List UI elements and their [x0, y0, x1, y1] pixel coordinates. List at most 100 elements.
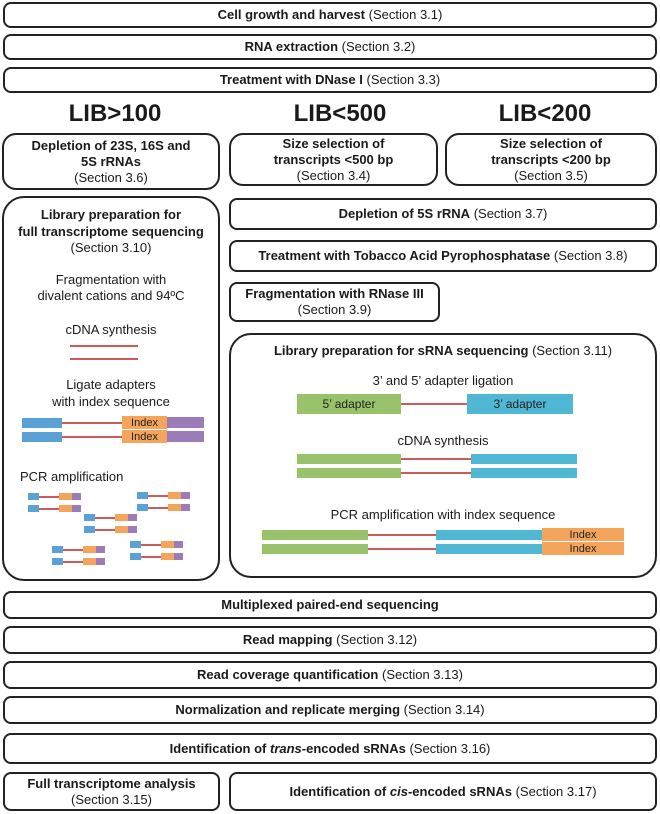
adapter-ligation-label: 3’ and 5’ adapter ligation: [372, 373, 514, 388]
srna-cdna-synthesis-label: cDNA synthesis: [397, 433, 489, 448]
adapter-3-segment: [436, 530, 542, 540]
amplicon-insert: [95, 529, 115, 531]
adapter-5-segment: [297, 454, 401, 464]
section-ref: (Section 3.12): [336, 632, 418, 647]
ligate-adapters-label-line2: with index sequence: [52, 394, 170, 409]
adapter-3-segment: [436, 544, 542, 554]
step-cell-growth: Cell growth and harvest (Section 3.1): [3, 2, 657, 28]
adapter-segment: [167, 417, 204, 428]
amplicon-adapter: [174, 541, 183, 548]
section-ref: (Section 3.7): [473, 206, 548, 221]
adapter-5-segment: [297, 468, 401, 478]
step-title: Treatment with DNase I: [219, 72, 363, 87]
libprep-srna-title-text: Library preparation for sRNA sequencing: [273, 343, 529, 358]
lib-100-heading: LIB>100: [68, 100, 162, 127]
cdna-synthesis-label: cDNA synthesis: [65, 322, 157, 337]
adapter-3-segment: [471, 468, 577, 478]
amplicon-index: [161, 553, 174, 560]
section-ref: (Section 3.3): [366, 72, 441, 87]
pcr-amplification-label: PCR amplification: [20, 469, 124, 484]
section-ref: (Section 3.14): [403, 702, 485, 717]
section-ref: (Section 3.17): [515, 783, 597, 799]
section-ref: (Section 3.1): [368, 7, 443, 22]
step-title-line2: 5S rRNAs: [81, 153, 141, 169]
amplicon-insert: [39, 508, 59, 510]
adapter-segment: [167, 431, 204, 442]
section-ref: (Section 3.6): [74, 169, 148, 185]
step-title: Depletion of 5S rRNA: [338, 206, 471, 221]
step-trans-srnas: Identification of trans-encoded sRNAs (S…: [3, 733, 657, 764]
lib-500-heading: LIB<500: [293, 100, 387, 127]
adapter-3-segment: [471, 454, 577, 464]
amplicon-index: [83, 558, 96, 565]
adapter-3-segment: 3’ adapter: [467, 394, 573, 414]
cdna-strand: [70, 358, 138, 360]
amplicon-index: [168, 492, 181, 499]
srna-pcr-label: PCR amplification with index sequence: [330, 507, 556, 522]
section-ref: (Section 3.16): [409, 740, 491, 756]
fragmentation-label-line2: divalent cations and 94ºC: [37, 288, 185, 303]
step-rnase-iii: Fragmentation with RNase III (Section 3.…: [229, 282, 440, 322]
amplicon-index: [115, 526, 128, 533]
step-title-line1: Size selection of: [282, 135, 385, 151]
adapter-segment: [22, 432, 62, 442]
amplicon-adapter: [52, 546, 63, 553]
step-title: Cell growth and harvest: [217, 7, 366, 22]
amplicon-adapter: [174, 553, 183, 560]
amplicon-adapter: [84, 514, 95, 521]
amplicon-adapter: [72, 493, 81, 500]
step-read-mapping: Read mapping (Section 3.12): [3, 626, 657, 654]
libprep-full-title-line1: Library preparation for: [40, 207, 182, 222]
step-size-selection-200: Size selection of transcripts <200 bp (S…: [445, 133, 657, 186]
amplicon-adapter: [28, 505, 39, 512]
section-ref: (Section 3.8): [553, 248, 628, 263]
step-title: Treatment with Tobacco Acid Pyrophosphat…: [258, 248, 551, 263]
amplicon-adapter: [137, 492, 148, 499]
amplicon-adapter: [72, 505, 81, 512]
step-title: Read mapping: [242, 632, 333, 647]
step-title-line2: transcripts <200 bp: [491, 151, 611, 167]
amplicon-index: [161, 541, 174, 548]
step-title: Read coverage quantification: [197, 667, 379, 682]
step-title-line1: Size selection of: [500, 135, 602, 151]
libprep-full-title-line2: full transcriptome sequencing: [18, 224, 204, 239]
step-title-post: -encoded sRNAs: [301, 740, 406, 756]
section-ref: (Section 3.13): [382, 667, 463, 682]
index-segment: Index: [542, 528, 624, 541]
amplicon-adapter: [130, 553, 141, 560]
amplicon-insert: [39, 496, 59, 498]
step-dnase: Treatment with DNase I (Section 3.3): [3, 67, 657, 93]
libprep-srna-title: Library preparation for sRNA sequencing …: [229, 343, 657, 359]
section-ref: (Section 3.11): [532, 343, 613, 358]
adapter-5-segment: [262, 530, 368, 540]
index-label: Index: [131, 416, 158, 429]
adapter-segment: [22, 418, 62, 428]
amplicon-insert: [63, 549, 83, 551]
step-title-pre: Identification of: [289, 783, 390, 799]
step-title: Fragmentation with RNase III: [245, 286, 424, 301]
index-segment: Index: [542, 542, 624, 555]
amplicon-adapter: [96, 558, 105, 565]
step-cis-srnas: Identification of cis-encoded sRNAs (Sec…: [229, 772, 657, 811]
step-depletion-23s: Depletion of 23S, 16S and 5S rRNAs (Sect…: [2, 133, 220, 190]
step-title-italic: cis: [389, 783, 408, 799]
index-segment: Index: [122, 430, 167, 443]
amplicon-insert: [141, 556, 161, 558]
amplicon-adapter: [130, 541, 141, 548]
amplicon-adapter: [84, 526, 95, 533]
amplicon-adapter: [128, 514, 137, 521]
step-rna-extraction: RNA extraction (Section 3.2): [3, 34, 657, 60]
step-title: Normalization and replicate merging: [175, 702, 401, 717]
lib-200-heading: LIB<200: [498, 100, 592, 127]
insert-strand: [368, 548, 436, 550]
amplicon-index: [83, 546, 96, 553]
amplicon-adapter: [181, 492, 190, 499]
index-label: Index: [569, 542, 597, 555]
step-title-pre: Identification of: [169, 740, 270, 756]
step-title-line2: transcripts <500 bp: [273, 151, 394, 167]
insert-strand: [401, 472, 471, 474]
insert-strand: [401, 458, 471, 460]
step-title: RNA extraction: [244, 39, 339, 54]
amplicon-insert: [95, 517, 115, 519]
index-label: Index: [131, 430, 158, 443]
